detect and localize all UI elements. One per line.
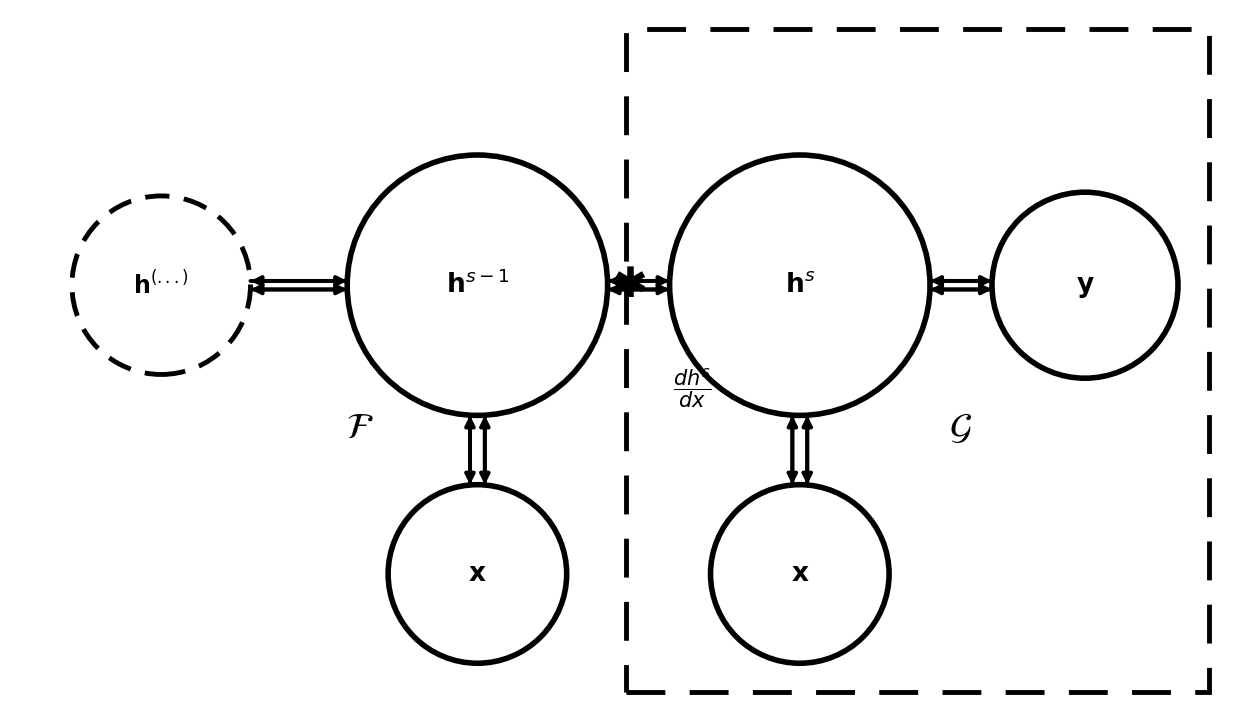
Ellipse shape	[711, 485, 889, 663]
Text: $\dfrac{dh^s}{dx}$: $\dfrac{dh^s}{dx}$	[673, 366, 711, 411]
Ellipse shape	[670, 155, 930, 416]
Ellipse shape	[992, 193, 1178, 378]
Text: x: x	[791, 561, 808, 587]
Text: $\mathcal{F}$: $\mathcal{F}$	[346, 411, 373, 445]
Text: y: y	[1076, 272, 1094, 298]
Ellipse shape	[388, 485, 567, 663]
Text: ✱: ✱	[613, 265, 647, 306]
Ellipse shape	[72, 196, 250, 374]
Text: $\mathcal{G}$: $\mathcal{G}$	[950, 411, 972, 445]
Text: h$^{s-1}$: h$^{s-1}$	[445, 271, 510, 299]
Text: x: x	[469, 561, 486, 587]
Ellipse shape	[347, 155, 608, 416]
Text: h$^{s}$: h$^{s}$	[785, 272, 815, 298]
Text: h$^{(...)}$: h$^{(...)}$	[133, 271, 190, 299]
